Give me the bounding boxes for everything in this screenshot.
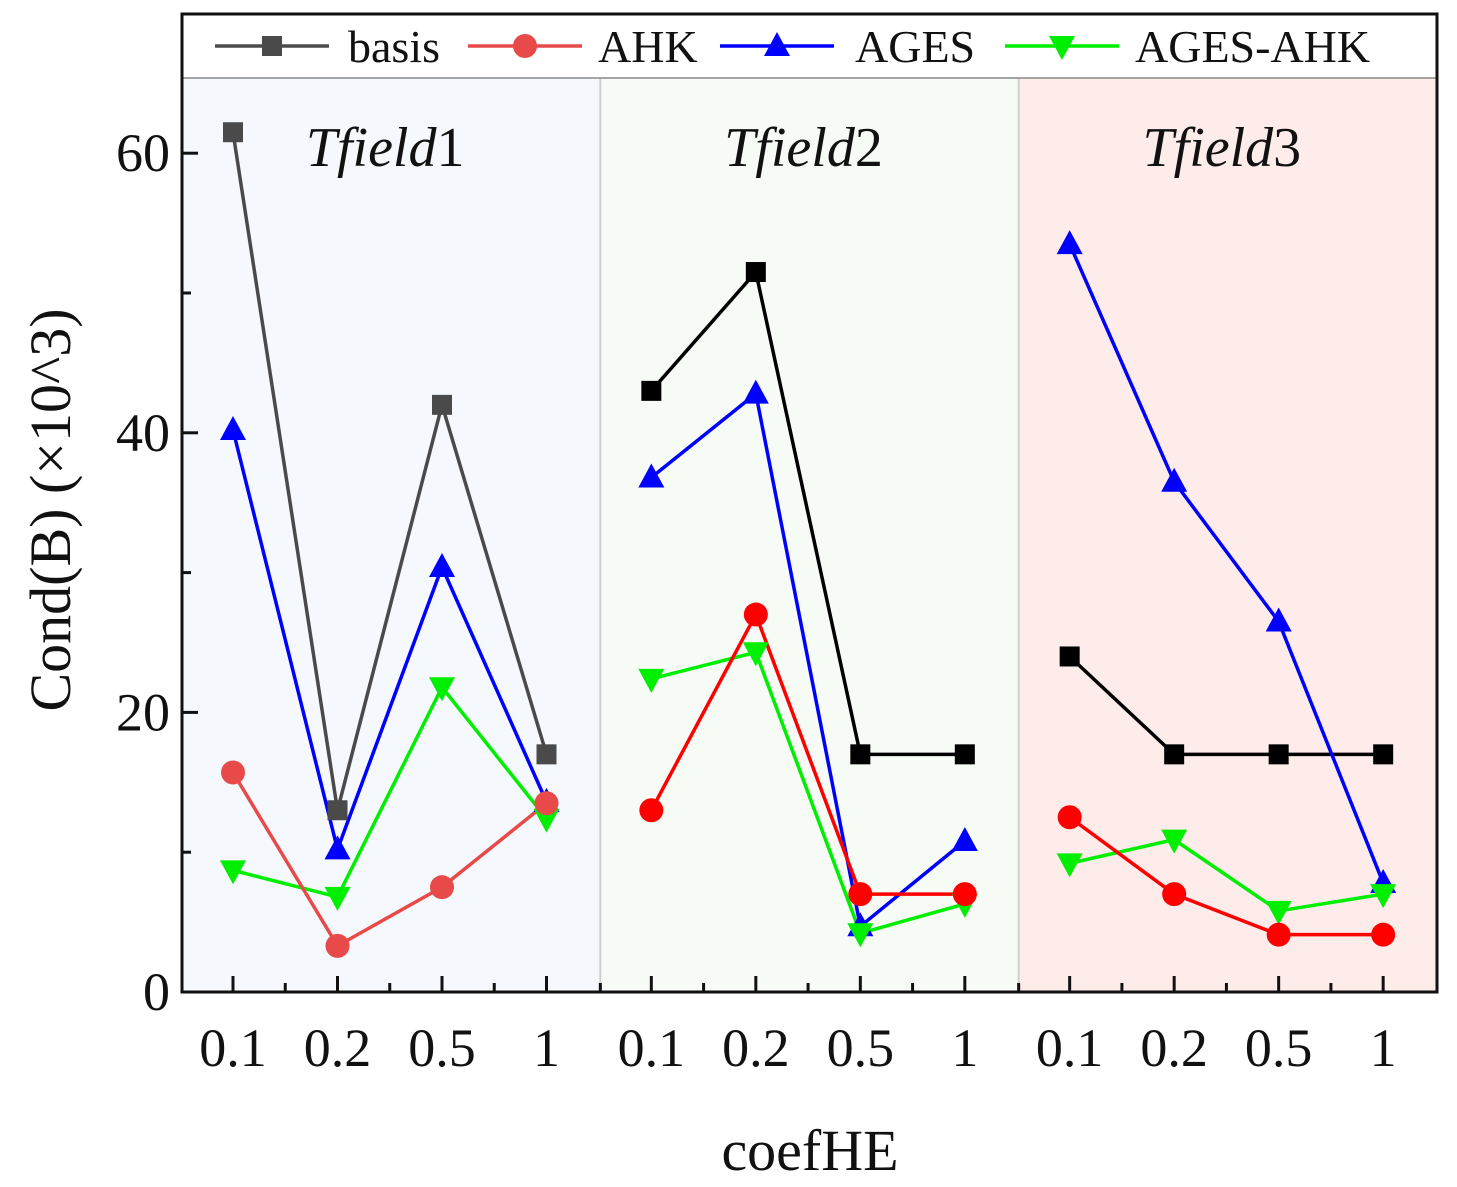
legend: basis AHK AGES AGES-AHK bbox=[215, 21, 1370, 72]
data-point-basis bbox=[954, 744, 975, 765]
data-point-AGES bbox=[1265, 607, 1292, 632]
x-tick-label: 0.1 bbox=[1036, 1018, 1104, 1078]
data-point-AHK bbox=[1057, 805, 1082, 830]
legend-marker-AHK bbox=[513, 34, 537, 58]
data-point-AGES-AHK bbox=[1370, 884, 1397, 909]
y-tick-label: 20 bbox=[116, 682, 170, 742]
plot-frame bbox=[180, 12, 1439, 994]
series-line-AGES-AHK bbox=[650, 650, 966, 936]
data-point-AGES-AHK bbox=[1056, 853, 1083, 878]
series-line-AHK bbox=[649, 612, 965, 896]
data-point-AHK bbox=[1162, 882, 1187, 907]
x-tick-label: 0.5 bbox=[408, 1018, 476, 1078]
data-point-AHK bbox=[430, 875, 454, 900]
legend-label: AGES-AHK bbox=[1135, 21, 1370, 72]
series-lines bbox=[220, 122, 1397, 958]
panel-title-number: 1 bbox=[437, 117, 465, 179]
data-point-basis bbox=[1373, 744, 1394, 765]
panel-title-number: 2 bbox=[855, 117, 883, 179]
x-axis-title: coefHE bbox=[721, 1118, 898, 1183]
data-point-AGES bbox=[1161, 467, 1188, 492]
data-point-AHK bbox=[534, 791, 559, 816]
data-point-AGES-AHK bbox=[638, 668, 665, 693]
panel-title-italic: Tfield bbox=[724, 117, 856, 179]
data-point-basis bbox=[1059, 646, 1080, 667]
x-tick-label: 0.1 bbox=[618, 1018, 686, 1078]
data-point-AHK bbox=[325, 933, 350, 958]
data-point-basis bbox=[536, 744, 557, 765]
data-point-basis bbox=[432, 394, 452, 415]
data-point-basis bbox=[745, 262, 766, 283]
data-point-basis bbox=[223, 122, 243, 143]
panel-title: Tfield1 bbox=[306, 117, 465, 179]
panel-title-italic: Tfield bbox=[306, 117, 438, 179]
data-point-basis bbox=[641, 380, 662, 401]
data-point-basis bbox=[850, 744, 871, 765]
y-tick-label: 60 bbox=[116, 123, 170, 183]
panel-background bbox=[600, 78, 1019, 992]
data-point-AGES bbox=[742, 379, 769, 404]
x-tick-label: 0.5 bbox=[827, 1018, 895, 1078]
data-point-AGES bbox=[1056, 230, 1083, 255]
data-point-AGES-AHK bbox=[1265, 900, 1292, 925]
series-line-basis bbox=[650, 270, 965, 757]
x-tick-label: 0.1 bbox=[199, 1018, 267, 1078]
legend-marker-basis bbox=[262, 36, 282, 56]
data-point-AGES-AHK bbox=[429, 677, 455, 702]
panel-title: Tfield3 bbox=[1142, 117, 1301, 179]
data-point-AGES bbox=[429, 553, 455, 578]
data-point-basis bbox=[1268, 744, 1289, 765]
data-point-AHK bbox=[952, 882, 977, 907]
panel-title-number: 3 bbox=[1273, 117, 1301, 179]
data-point-AGES bbox=[220, 416, 246, 441]
data-point-AGES-AHK bbox=[1161, 829, 1188, 854]
legend-label: AHK bbox=[598, 21, 698, 72]
data-point-AGES-AHK bbox=[847, 923, 874, 948]
legend-marker-AGES bbox=[764, 32, 790, 56]
legend-label: basis bbox=[348, 21, 440, 72]
data-point-AGES bbox=[324, 835, 351, 860]
series-line-AGES-AHK bbox=[232, 685, 548, 899]
data-point-AGES bbox=[638, 463, 665, 488]
series-line-AGES bbox=[1068, 243, 1385, 884]
x-tick-label: 1 bbox=[533, 1018, 560, 1078]
legend-marker-AGES-AHK bbox=[1049, 36, 1075, 60]
x-tick-label: 1 bbox=[1370, 1018, 1397, 1078]
series-line-AHK bbox=[1068, 815, 1384, 937]
data-point-AGES-AHK bbox=[742, 642, 769, 667]
panel-titles: Tfield1 Tfield2 Tfield3 bbox=[306, 117, 1301, 179]
panel-background bbox=[182, 78, 601, 992]
panel-title-italic: Tfield bbox=[1142, 117, 1274, 179]
data-point-AGES-AHK bbox=[324, 886, 351, 911]
data-point-AGES-AHK bbox=[533, 808, 560, 833]
data-point-AHK bbox=[1371, 922, 1396, 947]
data-point-basis bbox=[327, 800, 348, 821]
y-tick-label: 0 bbox=[143, 962, 170, 1022]
series-line-AGES bbox=[231, 429, 549, 852]
legend-label: AGES bbox=[855, 21, 975, 72]
data-point-basis bbox=[1164, 744, 1185, 765]
y-tick-label: 40 bbox=[116, 403, 170, 463]
data-point-AHK bbox=[848, 882, 873, 907]
data-point-AHK bbox=[639, 798, 664, 823]
data-point-AGES bbox=[951, 827, 978, 852]
series-line-AGES bbox=[650, 391, 966, 929]
series-line-AHK bbox=[231, 771, 548, 948]
y-axis-title: Cond(B) (×10^3) bbox=[18, 308, 83, 711]
axes: 0 20 40 60 0.1 0.2 0.5 1 0.1 0.2 0.5 1 0.1 0.2 0.5 1 bbox=[116, 123, 1397, 1078]
series-line-AGES-AHK bbox=[1069, 837, 1384, 913]
x-tick-label: 1 bbox=[951, 1018, 978, 1078]
series-line-basis bbox=[231, 131, 549, 813]
x-tick-label: 0.2 bbox=[304, 1018, 372, 1078]
data-point-AHK bbox=[1266, 922, 1291, 947]
x-tick-label: 0.2 bbox=[722, 1018, 790, 1078]
panel-backgrounds bbox=[182, 78, 1437, 992]
panel-title: Tfield2 bbox=[724, 117, 883, 179]
data-point-AHK bbox=[743, 602, 768, 627]
data-point-AGES-AHK bbox=[220, 860, 246, 885]
x-tick-label: 0.5 bbox=[1245, 1018, 1313, 1078]
x-tick-label: 0.2 bbox=[1140, 1018, 1208, 1078]
data-point-AHK bbox=[221, 760, 245, 785]
